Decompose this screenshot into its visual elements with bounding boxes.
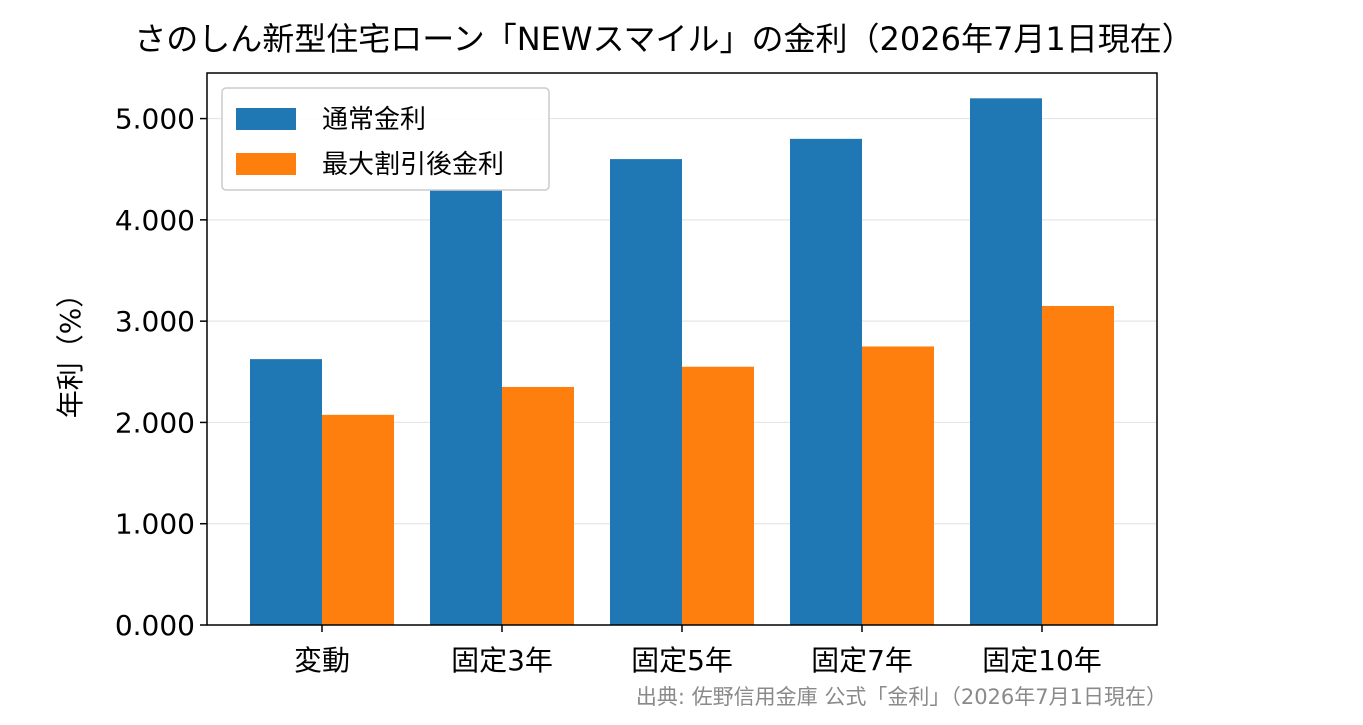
source-note: 出典: 佐野信用金庫 公式「金利」（2026年7月1日現在） [636, 685, 1167, 709]
legend-box [221, 87, 550, 191]
y-tick-label: 5.000 [115, 103, 195, 136]
bar-normal-rate [430, 189, 502, 626]
x-tick-label: 固定3年 [451, 644, 553, 677]
legend-swatch-normal [236, 108, 296, 130]
bars-layer [250, 98, 1114, 626]
legend-label-discount: 最大割引後金利 [322, 150, 504, 180]
x-tick-label: 変動 [294, 644, 350, 677]
y-tick-label: 4.000 [115, 204, 195, 237]
y-tick-label: 3.000 [115, 305, 195, 338]
legend-swatch-discount [236, 153, 296, 175]
bar-normal-rate [610, 159, 682, 625]
bar-discount-rate [682, 366, 754, 625]
y-ticks: 0.000 1.000 2.000 3.000 4.000 5.000 [115, 103, 207, 642]
bar-discount-rate [502, 386, 574, 625]
x-ticks: 変動 固定3年 固定5年 固定7年 固定10年 [294, 625, 1102, 677]
x-tick-label: 固定10年 [982, 644, 1102, 677]
y-tick-label: 2.000 [115, 406, 195, 439]
bar-discount-rate [322, 414, 394, 625]
x-tick-label: 固定7年 [811, 644, 913, 677]
chart-title: さのしん新型住宅ローン「NEWスマイル」の金利（2026年7月1日現在） [134, 20, 1193, 58]
x-tick-label: 固定5年 [631, 644, 733, 677]
bar-discount-rate [1042, 305, 1114, 625]
y-tick-label: 0.000 [115, 609, 195, 642]
y-tick-label: 1.000 [115, 508, 195, 541]
y-axis-label: 年利（%） [54, 280, 87, 419]
bar-normal-rate [250, 359, 322, 625]
bar-normal-rate [790, 138, 862, 625]
legend-label-normal: 通常金利 [322, 105, 426, 135]
bar-discount-rate [862, 346, 934, 625]
legend: 通常金利 最大割引後金利 [221, 87, 550, 191]
bar-normal-rate [970, 98, 1042, 625]
